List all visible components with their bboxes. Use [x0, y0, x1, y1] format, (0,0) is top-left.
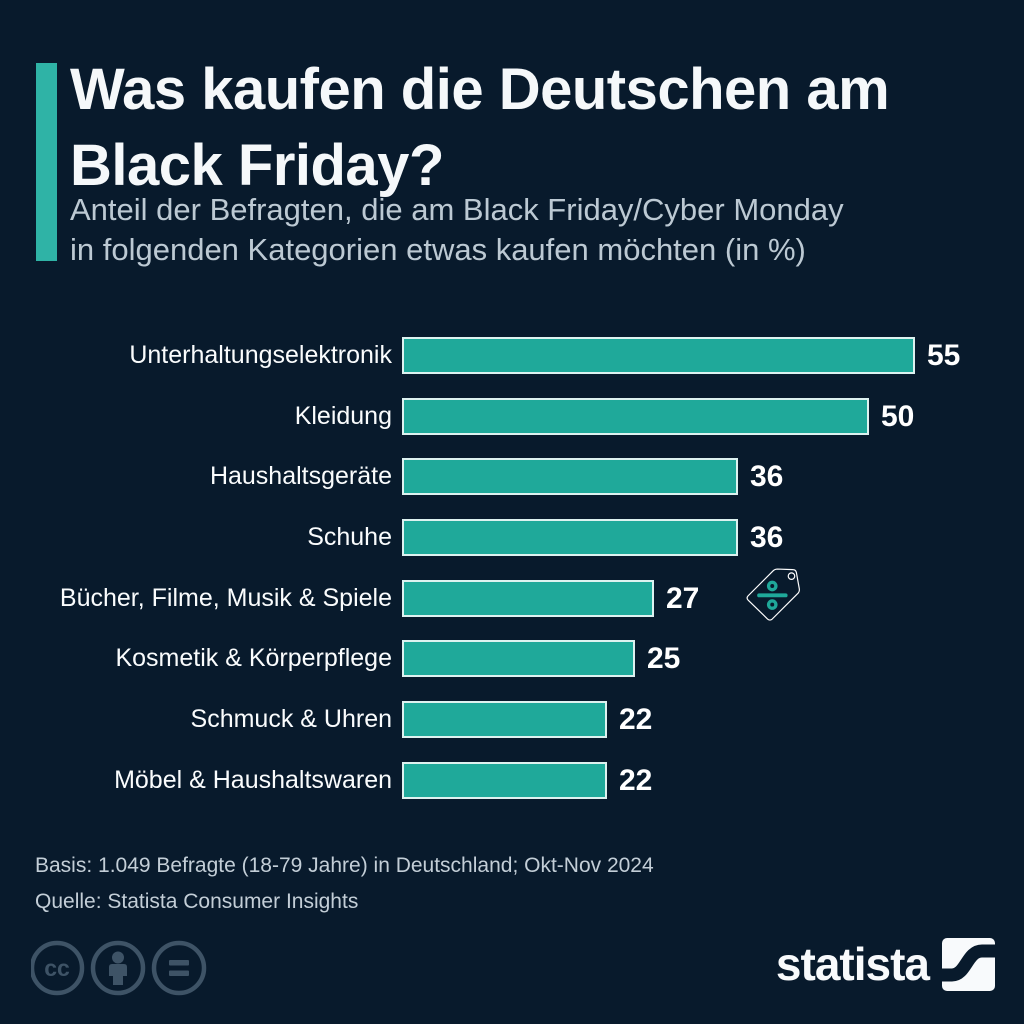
- category-label: Schuhe: [307, 523, 392, 551]
- value-label: 36: [750, 460, 784, 493]
- bar: [402, 762, 607, 799]
- category-label: Schmuck & Uhren: [190, 705, 392, 733]
- cc-letters: cc: [44, 955, 70, 981]
- value-label: 27: [666, 582, 700, 615]
- title-line-1: Was kaufen die Deutschen am: [70, 57, 890, 122]
- page-subtitle: Anteil der Befragten, die am Black Frida…: [70, 190, 970, 270]
- cc-attribution-icon: [90, 940, 146, 996]
- license-icons: cc: [31, 940, 207, 996]
- bar-row: Kosmetik & Körperpflege 25: [0, 640, 1024, 677]
- subtitle-line-2: in folgenden Kategorien etwas kaufen möc…: [70, 232, 806, 267]
- value-label: 25: [647, 642, 681, 675]
- statista-wordmark: statista: [775, 938, 930, 990]
- bar-row: Bücher, Filme, Musik & Spiele 27: [0, 580, 1024, 617]
- bar: [402, 640, 635, 677]
- value-label: 50: [881, 400, 915, 433]
- page-title: Was kaufen die Deutschen am Black Friday…: [70, 52, 970, 204]
- category-label: Kosmetik & Körperpflege: [115, 644, 392, 672]
- source-note: Quelle: Statista Consumer Insights: [35, 890, 359, 913]
- tag-hole: [787, 572, 796, 580]
- bar-row: Unterhaltungselektronik 55: [0, 337, 1024, 374]
- cc-license-icon: cc: [31, 940, 85, 996]
- bar: [402, 580, 654, 617]
- tag-outline: [746, 568, 800, 621]
- value-label: 55: [927, 339, 961, 372]
- bar-row: Kleidung 50: [0, 398, 1024, 435]
- title-line-2: Black Friday?: [70, 133, 444, 198]
- bar-row: Haushaltsgeräte 36: [0, 458, 1024, 495]
- value-label: 22: [619, 703, 653, 736]
- bar: [402, 337, 915, 374]
- bar: [402, 458, 738, 495]
- price-tag-percent-icon: [746, 568, 800, 621]
- category-label: Haushaltsgeräte: [209, 462, 392, 490]
- bar-row: Möbel & Haushaltswaren 22: [0, 762, 1024, 799]
- value-label: 36: [750, 521, 784, 554]
- value-label: 22: [619, 764, 653, 797]
- subtitle-line-1: Anteil der Befragten, die am Black Frida…: [70, 192, 844, 227]
- bar-row: Schmuck & Uhren 22: [0, 701, 1024, 738]
- cc-no-derivatives-icon: [151, 940, 207, 996]
- bar: [402, 519, 738, 556]
- category-label: Bücher, Filme, Musik & Spiele: [59, 584, 392, 612]
- category-label: Kleidung: [294, 402, 392, 430]
- bar-row: Schuhe 36: [0, 519, 1024, 556]
- bar-chart: Unterhaltungselektronik 55 Kleidung 50 Haush…: [0, 337, 1024, 807]
- basis-note: Basis: 1.049 Befragte (18-79 Jahre) in D…: [35, 854, 654, 877]
- title-accent-bar: [36, 63, 57, 261]
- category-label: Unterhaltungselektronik: [129, 341, 392, 369]
- category-label: Möbel & Haushaltswaren: [114, 766, 392, 794]
- statista-logo: statista: [776, 936, 995, 992]
- percent-symbol: [757, 580, 788, 610]
- bar: [402, 701, 607, 738]
- bar: [402, 398, 869, 435]
- statista-logo-mark: [942, 937, 995, 991]
